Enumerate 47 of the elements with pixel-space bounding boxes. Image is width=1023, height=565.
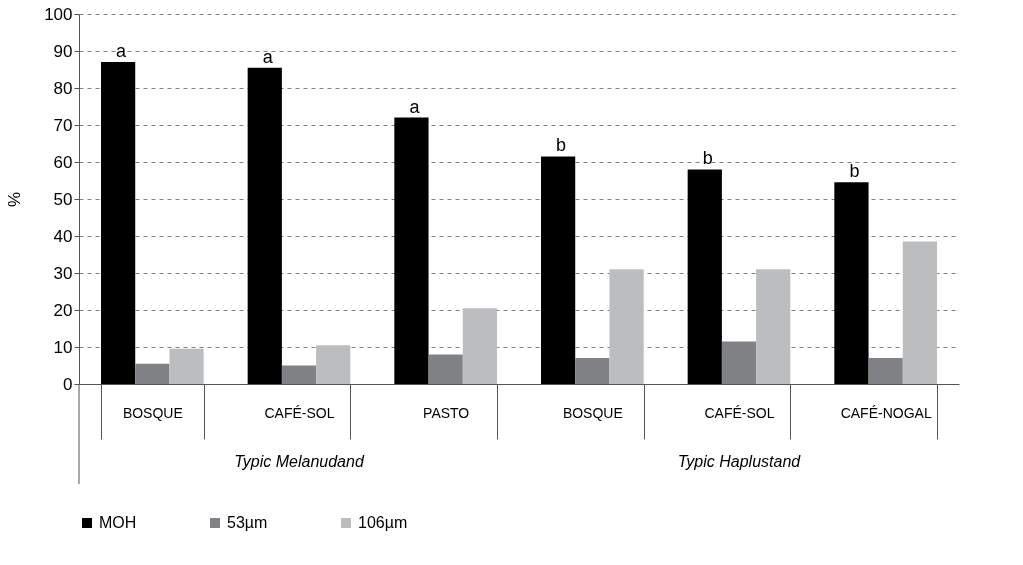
legend-label: MOH bbox=[99, 514, 137, 531]
x-tick-label: CAFÉ-NOGAL bbox=[840, 404, 932, 421]
bar bbox=[609, 269, 644, 384]
x-tick-label: BOSQUE bbox=[122, 404, 183, 421]
bar bbox=[834, 182, 869, 384]
data-label: b bbox=[556, 135, 567, 156]
bar bbox=[541, 156, 576, 384]
y-tick-label: 30 bbox=[53, 263, 73, 283]
y-axis-title: % bbox=[5, 191, 25, 208]
bar bbox=[169, 348, 204, 384]
bar bbox=[316, 345, 351, 384]
text: Typic Haplustand bbox=[677, 453, 802, 470]
legend-label: 53µm bbox=[227, 514, 268, 531]
y-tick-label: 100 bbox=[44, 4, 73, 24]
bar bbox=[428, 354, 463, 384]
bar bbox=[902, 241, 937, 384]
data-label: b bbox=[849, 161, 860, 182]
y-tick-label: 0 bbox=[63, 374, 73, 394]
y-tick-label: 20 bbox=[53, 300, 73, 320]
bar bbox=[756, 269, 791, 384]
bar bbox=[462, 308, 497, 384]
y-tick-label: 80 bbox=[53, 78, 73, 98]
bar bbox=[394, 117, 429, 384]
x-tick-label: PASTO bbox=[423, 404, 470, 421]
bar bbox=[247, 67, 282, 384]
data-label: a bbox=[116, 41, 128, 62]
data-label: b bbox=[702, 148, 713, 169]
y-tick-label: 90 bbox=[53, 41, 73, 61]
y-tick-label: 70 bbox=[53, 115, 73, 135]
bar bbox=[575, 358, 610, 384]
x-tick-label: CAFÉ-SOL bbox=[704, 404, 775, 421]
data-label: a bbox=[262, 46, 274, 67]
legend-label: 106µm bbox=[358, 514, 408, 531]
bar bbox=[687, 169, 722, 384]
bar bbox=[868, 358, 903, 384]
x-tick-label: CAFÉ-SOL bbox=[264, 404, 335, 421]
x-tick-label: BOSQUE bbox=[562, 404, 623, 421]
y-tick-label: 50 bbox=[53, 189, 73, 209]
y-tick-label: 40 bbox=[53, 226, 73, 246]
y-tick-label: 10 bbox=[53, 337, 73, 357]
text: Typic Melanudand bbox=[234, 453, 365, 470]
y-tick-label: 60 bbox=[53, 152, 73, 172]
data-label: a bbox=[409, 96, 421, 117]
bar bbox=[281, 365, 317, 384]
bar bbox=[101, 62, 136, 384]
bar bbox=[721, 341, 757, 384]
bar bbox=[135, 363, 170, 384]
